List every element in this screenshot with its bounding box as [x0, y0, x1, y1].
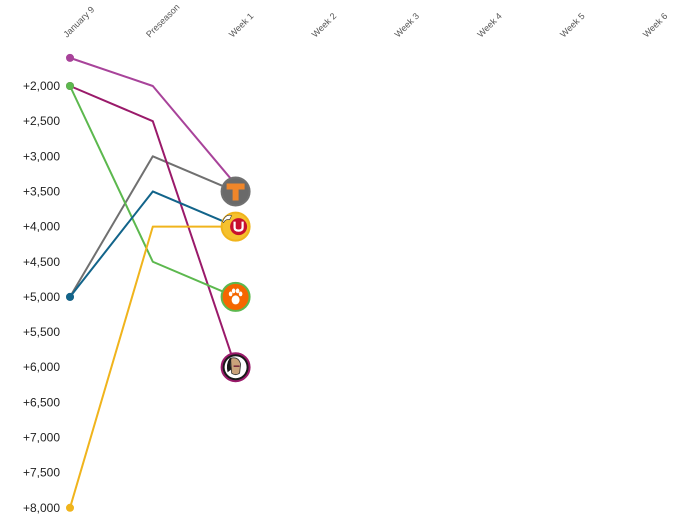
team-logos	[220, 176, 251, 383]
y-tick-label: +2,500	[23, 114, 60, 128]
x-tick-label: Preseason	[144, 2, 181, 39]
series-line-1	[69, 155, 236, 298]
series-start-point	[66, 53, 74, 62]
utah-logo	[220, 211, 251, 242]
x-tick-label: Week 4	[475, 11, 504, 40]
y-tick-label: +7,500	[23, 466, 60, 480]
series-points	[66, 53, 74, 512]
x-axis: January 9 Preseason Week 1 Week 2 Week 3 Week…	[61, 2, 669, 39]
series-line-4	[69, 190, 236, 298]
y-tick-label: +3,500	[23, 184, 60, 198]
x-tick-label: Week 2	[310, 11, 339, 40]
y-tick-label: +3,000	[23, 149, 60, 163]
series-line-5	[69, 225, 236, 509]
y-axis: +2,000 +2,500 +3,000 +3,500 +4,000 +4,500 +5,0…	[23, 79, 60, 515]
series-start-point	[66, 292, 74, 301]
x-tick-label: Week 3	[393, 11, 422, 40]
x-tick-label: Week 6	[641, 11, 670, 40]
y-tick-label: +6,000	[23, 360, 60, 374]
series-line-0	[69, 56, 237, 186]
y-tick-label: +7,000	[23, 431, 60, 445]
x-tick-label: Week 1	[227, 11, 256, 40]
tennessee-logo	[220, 176, 251, 207]
y-tick-label: +6,500	[23, 395, 60, 409]
y-tick-label: +8,000	[23, 501, 60, 515]
florida-state-logo	[220, 352, 251, 383]
y-tick-label: +5,500	[23, 325, 60, 339]
clemson-logo	[220, 281, 251, 312]
y-tick-label: +5,000	[23, 290, 60, 304]
series-start-point	[66, 82, 74, 90]
series-line-3	[69, 85, 236, 298]
y-tick-label: +2,000	[23, 79, 60, 93]
y-tick-label: +4,500	[23, 255, 60, 269]
x-tick-label: January 9	[61, 4, 96, 39]
x-tick-label: Week 5	[558, 11, 587, 40]
series-lines	[69, 56, 237, 509]
series-start-point	[66, 503, 74, 512]
y-tick-label: +4,000	[23, 220, 60, 234]
